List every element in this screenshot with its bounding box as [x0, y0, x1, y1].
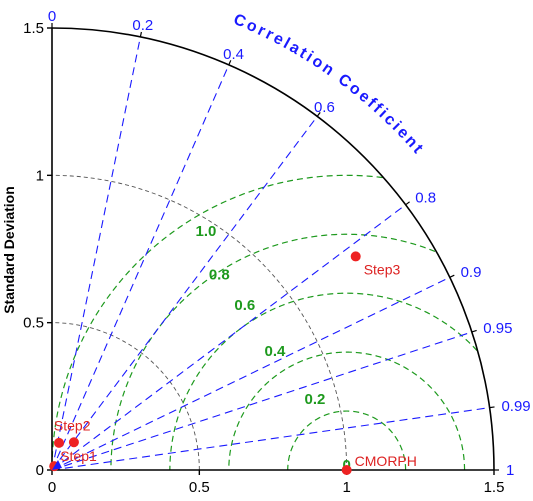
origin-marker — [52, 460, 62, 470]
grid-layer — [51, 36, 490, 471]
y-tick-label: 0 — [36, 462, 44, 479]
correlation-ray-0.99 — [51, 407, 490, 471]
correlation-tick-label: 0.99 — [501, 398, 530, 415]
rms-contour-0.6 — [169, 292, 478, 470]
rms-contour-0.8 — [110, 233, 436, 471]
correlation-axis-label-path: Correlation Coefficient — [231, 11, 425, 159]
rms-contour-label: 0.2 — [305, 391, 326, 408]
y-tick-label: 0.5 — [23, 315, 44, 332]
y-axis-label: Standard Deviation — [1, 186, 17, 314]
data-point-label: Step3 — [364, 261, 401, 277]
std-arc-1 — [51, 174, 348, 471]
std-arc-0.5 — [51, 322, 200, 471]
data-point-label: CMORPH — [355, 453, 417, 469]
data-point-label: Step1 — [60, 448, 97, 464]
rms-contour-1 — [51, 174, 383, 471]
axis-frame — [47, 23, 499, 475]
corr-tick-0.99 — [489, 406, 495, 409]
points-layer: CMORPH Step1 Step2 Step3 — [49, 251, 417, 475]
correlation-ray-0.9 — [51, 276, 451, 471]
correlation-tick-label: 0.6 — [314, 99, 335, 116]
corr-tick-0.4 — [228, 60, 232, 66]
x-tick-label: 0 — [48, 479, 56, 496]
correlation-ray-0.2 — [51, 36, 141, 471]
correlation-ray-0.6 — [51, 116, 318, 471]
correlation-tick-label: 0.8 — [415, 190, 436, 207]
x-tick-label: 1.5 — [484, 479, 505, 496]
outer-arc — [51, 27, 495, 471]
rms-contour-label: 0.6 — [234, 297, 255, 314]
data-point-cmorph — [341, 465, 352, 475]
corr-tick-0.8 — [405, 201, 410, 206]
correlation-ray-0.95 — [51, 331, 473, 471]
rms-contour-0.4 — [228, 351, 466, 470]
label-layer: 000.50.5111.51.500.20.40.60.80.90.950.99… — [23, 8, 531, 496]
rms-contour-label: 1.0 — [196, 223, 217, 240]
correlation-tick-label: 0.95 — [483, 320, 512, 337]
data-point-unlabeled — [53, 437, 64, 448]
data-point-step2 — [68, 437, 79, 448]
correlation-tick-label: 0.9 — [461, 264, 482, 281]
x-tick-label: 0.5 — [189, 479, 210, 496]
corr-tick-0.9 — [449, 274, 455, 278]
correlation-ray-0.4 — [51, 64, 230, 471]
data-point-step3 — [350, 251, 361, 262]
correlation-ray-0.8 — [51, 204, 406, 471]
x-tick-label: 1 — [342, 479, 350, 496]
y-tick-label: 1.5 — [23, 20, 44, 37]
correlation-tick-label: 0.2 — [132, 17, 153, 34]
corr-tick-0.6 — [316, 112, 321, 117]
correlation-tick-label: 0.4 — [223, 46, 244, 63]
corr-tick-0.2 — [139, 31, 142, 38]
data-point-label: Step2 — [54, 417, 91, 433]
rms-contour-label: 0.4 — [264, 343, 286, 360]
correlation-tick-label: 0 — [48, 8, 56, 25]
correlation-tick-label: 1 — [506, 462, 514, 479]
correlation-axis-label: Correlation Coefficient — [231, 11, 428, 159]
corr-tick-0.95 — [471, 329, 477, 333]
rms-contour-label: 0.8 — [209, 267, 230, 284]
rms-contour-0.2 — [287, 410, 407, 471]
y-tick-label: 1 — [36, 167, 44, 184]
